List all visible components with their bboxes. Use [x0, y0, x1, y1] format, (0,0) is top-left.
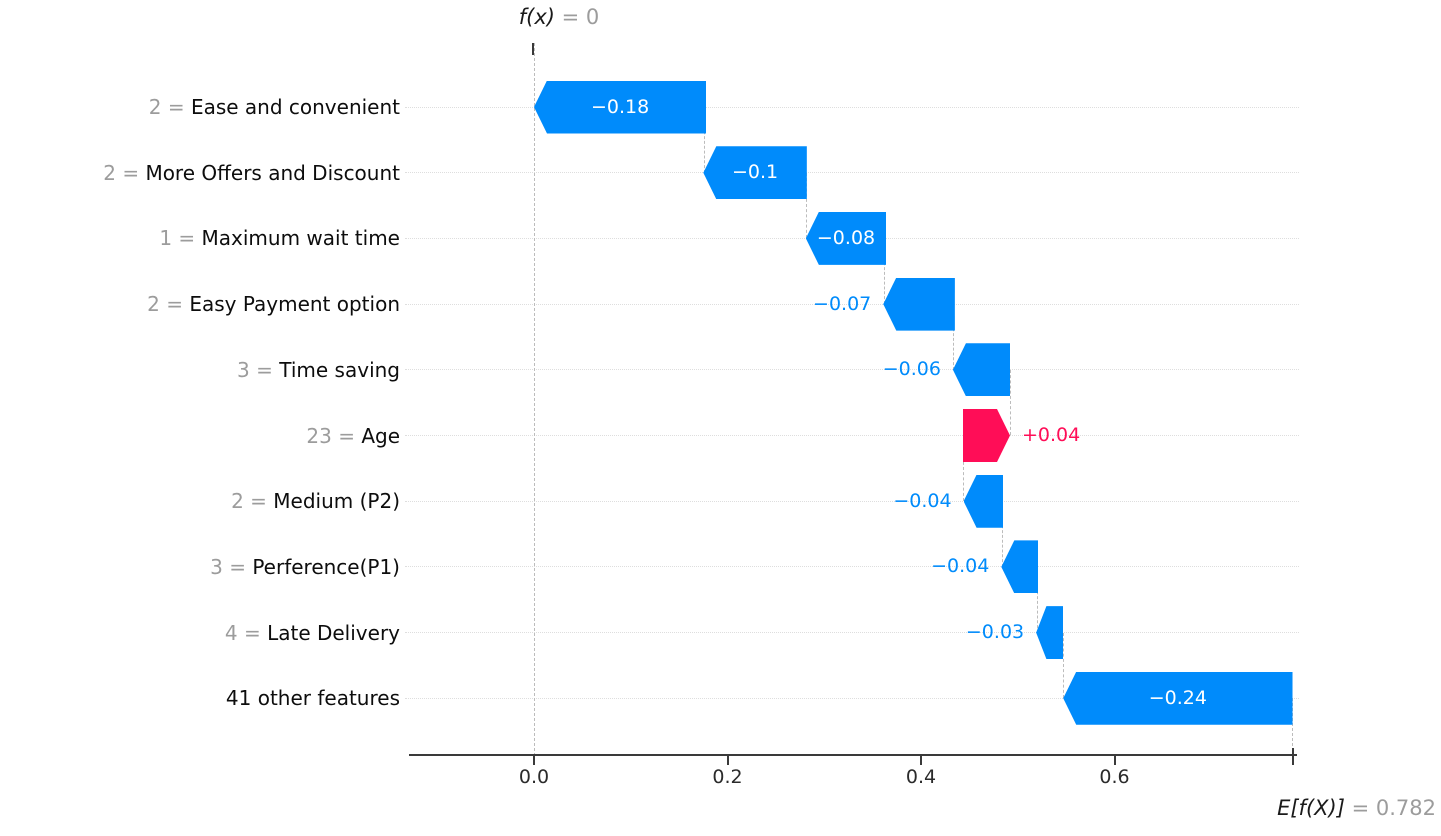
connector-line: [1036, 566, 1038, 633]
feature-name-text: Age: [361, 423, 400, 448]
feature-label: 2 = Medium (P2): [0, 487, 400, 515]
feature-name-text: Maximum wait time: [201, 226, 400, 251]
bar-negative: [1001, 540, 1039, 594]
expected-value-tick: [1291, 748, 1294, 765]
feature-label: 1 = Maximum wait time: [0, 224, 400, 252]
feature-name-text: Late Delivery: [267, 620, 400, 645]
x-tick-label: 0.6: [1099, 766, 1130, 788]
x-axis-tick: [533, 756, 535, 765]
feature-value-text: 2 =: [148, 95, 191, 119]
bar-negative: [1063, 671, 1293, 725]
expected-value-expression: E[f(X)]: [1277, 796, 1345, 820]
connector-line: [1292, 698, 1294, 756]
feature-name-text: More Offers and Discount: [145, 160, 400, 185]
row-gridline: [405, 500, 1299, 502]
bar-negative: [952, 343, 1010, 397]
x-axis-tick: [1113, 756, 1116, 765]
feature-value-text: 1 =: [159, 226, 202, 251]
bar-positive: [963, 409, 1010, 462]
expected-value-number: = 0.782: [1344, 796, 1436, 820]
bar-value-label: −0.07: [813, 292, 872, 315]
feature-name-text: Easy Payment option: [189, 292, 400, 317]
bar-negative: [1036, 606, 1064, 660]
connector-line: [805, 172, 807, 239]
connector-line: [704, 107, 706, 173]
bar-negative: [963, 474, 1004, 528]
row-gridline: [405, 435, 1299, 436]
bar-value-label: −0.24: [1148, 686, 1207, 709]
row-gridline: [405, 106, 1299, 108]
row-gridline: [405, 303, 1299, 305]
row-gridline: [405, 566, 1299, 568]
row-gridline: [405, 172, 1299, 174]
feature-label: 4 = Late Delivery: [0, 619, 400, 647]
expected-value-annotation: E[f(X)] = 0.782: [1036, 796, 1436, 820]
x-tick-label: 0.0: [518, 766, 550, 788]
feature-value-text: 3 =: [210, 554, 253, 579]
bar-negative: [805, 211, 887, 265]
feature-name-text: Ease and convenient: [190, 95, 400, 119]
feature-value-text: 3 =: [237, 357, 280, 382]
x-tick-label: 0.2: [712, 766, 743, 788]
connector-line: [953, 304, 955, 370]
bar-negative: [703, 146, 807, 200]
fx-top-tick: [532, 43, 534, 55]
row-gridline: [405, 632, 1299, 634]
row-gridline: [405, 369, 1299, 371]
bar-value-label: −0.04: [893, 489, 952, 512]
feature-label: 3 = Perference(P1): [0, 553, 400, 581]
x-tick-label: 0.4: [905, 766, 937, 788]
feature-label: 3 = Time saving: [0, 356, 400, 384]
bar-value-label: −0.03: [965, 621, 1025, 644]
bar-value-label: −0.08: [816, 226, 876, 249]
fx-annotation: f(x) = 0: [459, 5, 659, 29]
connector-line: [884, 238, 886, 305]
connector-line: [1009, 369, 1011, 436]
feature-label: 23 = Age: [0, 422, 400, 450]
x-axis-tick: [726, 756, 729, 765]
bar-value-label: −0.18: [590, 95, 650, 118]
feature-value-text: 2 =: [147, 292, 190, 317]
feature-value-text: 2 =: [231, 489, 274, 514]
fx-expression: f(x): [518, 5, 555, 29]
bar-value-label: −0.06: [882, 358, 941, 381]
feature-label: 2 = Ease and convenient: [0, 93, 400, 121]
fx-value: = 0: [554, 5, 600, 29]
feature-value-text: 2 =: [103, 160, 146, 185]
bar-value-label: −0.04: [931, 555, 990, 578]
connector-line: [1062, 632, 1064, 699]
bar-negative: [883, 277, 955, 331]
feature-value-text: 4 =: [224, 620, 268, 645]
bar-negative: [534, 80, 707, 134]
feature-label: 41 other features: [0, 684, 400, 712]
bar-value-label: −0.1: [732, 161, 779, 184]
feature-name-text: Medium (P2): [273, 489, 400, 514]
feature-label: 2 = More Offers and Discount: [0, 159, 400, 187]
feature-name-text: 41 other features: [225, 686, 400, 711]
x-axis-tick: [920, 756, 922, 765]
feature-label: 2 = Easy Payment option: [0, 290, 400, 318]
feature-value-text: 23 =: [306, 423, 362, 448]
connector-line: [962, 435, 964, 502]
feature-name-text: Time saving: [279, 357, 400, 382]
row-gridline: [405, 697, 1299, 699]
feature-name-text: Perference(P1): [252, 554, 400, 579]
connector-line: [533, 43, 535, 756]
x-axis-line: [409, 754, 1297, 756]
bar-value-label: +0.04: [1022, 424, 1081, 446]
connector-line: [1001, 501, 1003, 567]
